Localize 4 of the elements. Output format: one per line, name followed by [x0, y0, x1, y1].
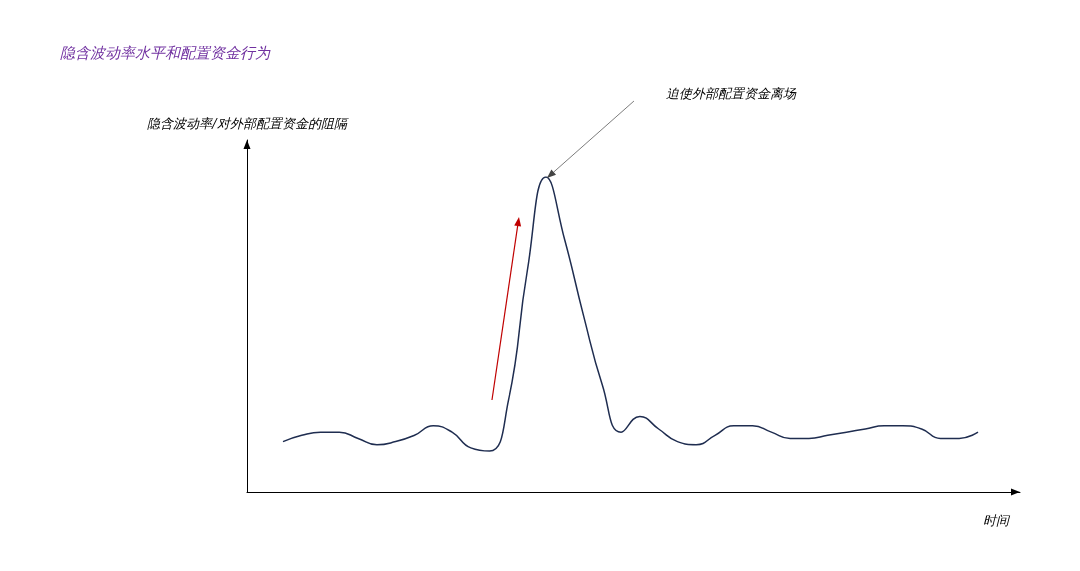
chart-title: 隐含波动率水平和配置资金行为 [60, 43, 271, 62]
text: 迫使外部配置资金离场 [665, 86, 797, 101]
y-axis-title: 隐含波动率/对外部配置资金的阻隔 [147, 116, 349, 131]
x-axis-title: 时间 [983, 513, 1011, 528]
